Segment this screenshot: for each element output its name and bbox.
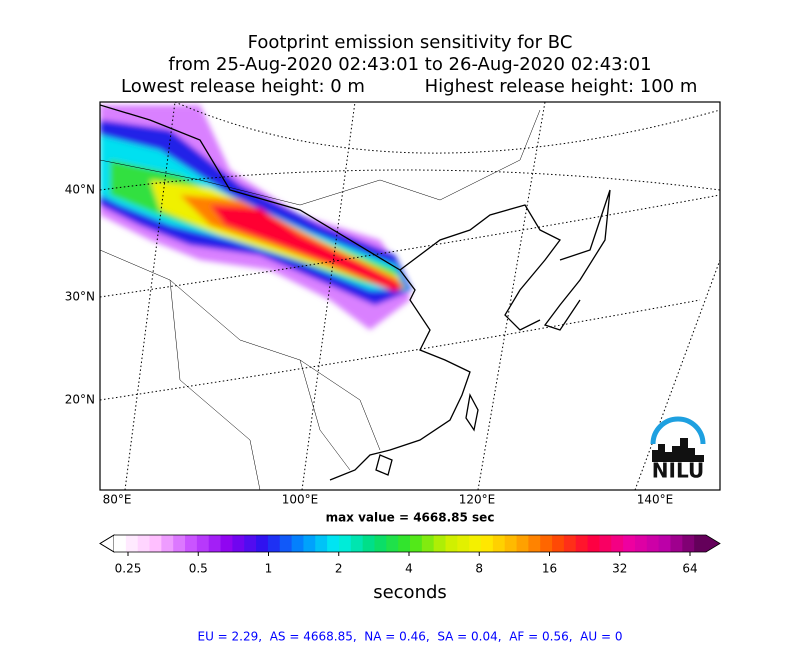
colorbar-segment <box>208 535 222 552</box>
colorbar-segment <box>433 535 447 552</box>
logo: NILU <box>650 416 706 483</box>
colorbar-segment <box>161 535 174 552</box>
colorbar-tick-label: 1 <box>265 562 273 576</box>
colorbar-segment <box>552 535 565 552</box>
colorbar-segment <box>125 535 139 552</box>
lat-label: 40°N <box>65 183 95 197</box>
colorbar-segment <box>244 535 257 552</box>
colorbar-segment <box>410 535 423 552</box>
colorbar-segment <box>279 535 293 552</box>
colorbar-segment <box>670 535 683 552</box>
max-value: max value = 4668.85 sec <box>326 511 495 525</box>
lat-label: 30°N <box>65 290 95 304</box>
colorbar-extend <box>706 535 720 552</box>
colorbar-segment <box>114 535 127 552</box>
colorbar-tick-label: 0.25 <box>115 562 142 576</box>
colorbar-segment <box>481 535 494 552</box>
colorbar-segment <box>137 535 151 552</box>
colorbar-segment <box>386 535 399 552</box>
colorbar-tick-label: 4 <box>405 562 413 576</box>
logo-text: NILU <box>652 459 704 483</box>
colorbar-segment <box>516 535 529 552</box>
colorbar-tick-label: 0.5 <box>189 562 208 576</box>
colorbar-segment <box>575 535 589 552</box>
lowest-height: Lowest release height: 0 m <box>121 76 365 97</box>
colorbar-segment <box>658 535 671 552</box>
lon-label: 100°E <box>282 493 319 507</box>
map-frame <box>99 101 721 491</box>
colorbar-segment <box>256 535 269 552</box>
colorbar-segment <box>362 535 375 552</box>
colorbar-segment <box>374 535 387 552</box>
map-area <box>100 102 720 490</box>
colorbar-segment <box>694 535 707 552</box>
colorbar-segment <box>185 535 198 552</box>
colorbar-segment <box>445 535 458 552</box>
colorbar-segment <box>623 535 636 552</box>
colorbar-segment <box>220 535 233 552</box>
colorbar-segment <box>196 535 210 552</box>
colorbar-segment <box>599 535 612 552</box>
lon-label: 80°E <box>103 493 132 507</box>
colorbar-segment <box>504 535 518 552</box>
colorbar-segment <box>291 535 304 552</box>
colorbar-segment <box>457 535 470 552</box>
colorbar-segment <box>350 535 364 552</box>
lon-label: 120°E <box>459 493 496 507</box>
colorbar: 0.25 0.5 1 2 4 8 16 32 64 <box>99 534 721 576</box>
colorbar-label: seconds <box>373 582 447 603</box>
lon-label: 140°E <box>637 493 674 507</box>
colorbar-segment <box>315 535 328 552</box>
colorbar-extend <box>99 534 115 553</box>
colorbar-segment <box>682 535 695 552</box>
colorbar-segment <box>646 535 660 552</box>
colorbar-tick-label: 2 <box>335 562 343 576</box>
colorbar-segment <box>232 535 245 552</box>
colorbar-segment <box>173 535 186 552</box>
colorbar-segment <box>634 535 648 552</box>
highest-height: Highest release height: 100 m <box>425 76 698 97</box>
colorbar-segment <box>421 535 435 552</box>
colorbar-outline <box>99 534 721 553</box>
colorbar-tick-label: 32 <box>612 562 627 576</box>
colorbar-segment <box>528 535 541 552</box>
colorbar-segment <box>303 535 316 552</box>
colorbar-segment <box>492 535 506 552</box>
colorbar-tick-label: 8 <box>475 562 483 576</box>
colorbar-tick-label: 64 <box>682 562 697 576</box>
lat-label: 20°N <box>65 393 95 407</box>
colorbar-segment <box>587 535 600 552</box>
colorbar-segment <box>398 535 411 552</box>
colorbar-segment <box>267 535 281 552</box>
plume <box>100 105 412 330</box>
colorbar-segment <box>563 535 577 552</box>
title: Footprint emission sensitivity for BC <box>248 32 573 53</box>
colorbar-segment <box>327 535 340 552</box>
footer: EU = 2.29, AS = 4668.85, NA = 0.46, SA =… <box>198 630 623 644</box>
colorbar-segment <box>469 535 482 552</box>
colorbar-segment <box>338 535 352 552</box>
colorbar-segment <box>149 535 162 552</box>
period: from 25-Aug-2020 02:43:01 to 26-Aug-2020… <box>168 54 651 75</box>
colorbar-segment <box>611 535 624 552</box>
colorbar-segment <box>540 535 553 552</box>
colorbar-tick-label: 16 <box>542 562 557 576</box>
